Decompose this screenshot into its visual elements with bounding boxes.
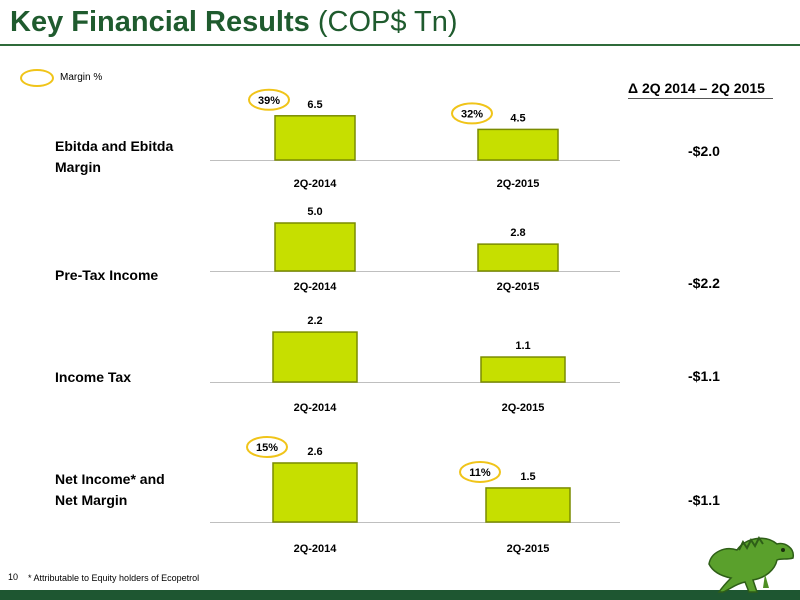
page-number: 10 <box>8 572 19 582</box>
bar <box>272 331 358 383</box>
bar <box>477 128 559 161</box>
margin-label: 32% <box>461 108 483 120</box>
data-label: 2.8 <box>510 227 525 239</box>
delta-header-underline <box>628 98 773 99</box>
iguana-icon <box>708 536 794 593</box>
data-label: 5.0 <box>307 206 322 218</box>
tick-label: 2Q-2015 <box>502 402 545 414</box>
title-divider <box>0 44 800 46</box>
page-title-unit: (COP$ Tn) <box>317 6 458 38</box>
tick-label: 2Q-2015 <box>497 281 540 293</box>
bar <box>480 356 566 383</box>
data-label: 1.5 <box>520 471 535 483</box>
margin-oval <box>246 435 288 458</box>
margin-label: 39% <box>258 95 280 107</box>
delta-pretax: -$2.2 <box>688 275 720 291</box>
bar <box>274 222 356 272</box>
tick-label: 2Q-2014 <box>294 402 338 414</box>
margin-oval <box>451 102 493 125</box>
row-label-incometax: Income Tax <box>55 369 131 385</box>
tick-label: 2Q-2014 <box>294 178 338 190</box>
margin-label: 15% <box>256 442 278 454</box>
tick-label: 2Q-2014 <box>294 543 338 555</box>
tick-label: 2Q-2014 <box>294 281 338 293</box>
page-title: Key Financial Results (COP$ Tn) <box>10 6 458 39</box>
bar <box>477 243 559 272</box>
margin-oval <box>248 88 290 111</box>
margin-oval-icon <box>20 69 54 87</box>
footer-bar <box>0 590 800 600</box>
data-label: 2.2 <box>307 315 322 327</box>
data-label: 1.1 <box>515 340 530 352</box>
bar <box>272 462 358 523</box>
data-label: 6.5 <box>307 99 322 111</box>
tick-label: 2Q-2015 <box>497 178 540 190</box>
legend-label: Margin % <box>60 72 103 83</box>
page-title-main: Key Financial Results <box>10 6 310 38</box>
delta-header: Δ 2Q 2014 – 2Q 2015 <box>628 80 765 96</box>
data-label: 4.5 <box>510 112 525 124</box>
delta-incometax: -$1.1 <box>688 368 720 384</box>
margin-label: 11% <box>469 467 491 479</box>
row-label-netincome: Net Income* and Net Margin <box>55 471 165 508</box>
row-label-ebitda: Ebitda and Ebitda Margin <box>55 138 174 175</box>
row-label-pretax: Pre-Tax Income <box>55 267 159 283</box>
bar <box>485 487 571 523</box>
bar <box>274 115 356 161</box>
delta-ebitda: -$2.0 <box>688 143 720 159</box>
data-label: 2.6 <box>307 446 322 458</box>
tick-label: 2Q-2015 <box>507 543 550 555</box>
margin-oval <box>459 460 501 483</box>
delta-netincome: -$1.1 <box>688 492 720 508</box>
footnote: * Attributable to Equity holders of Ecop… <box>28 573 200 583</box>
